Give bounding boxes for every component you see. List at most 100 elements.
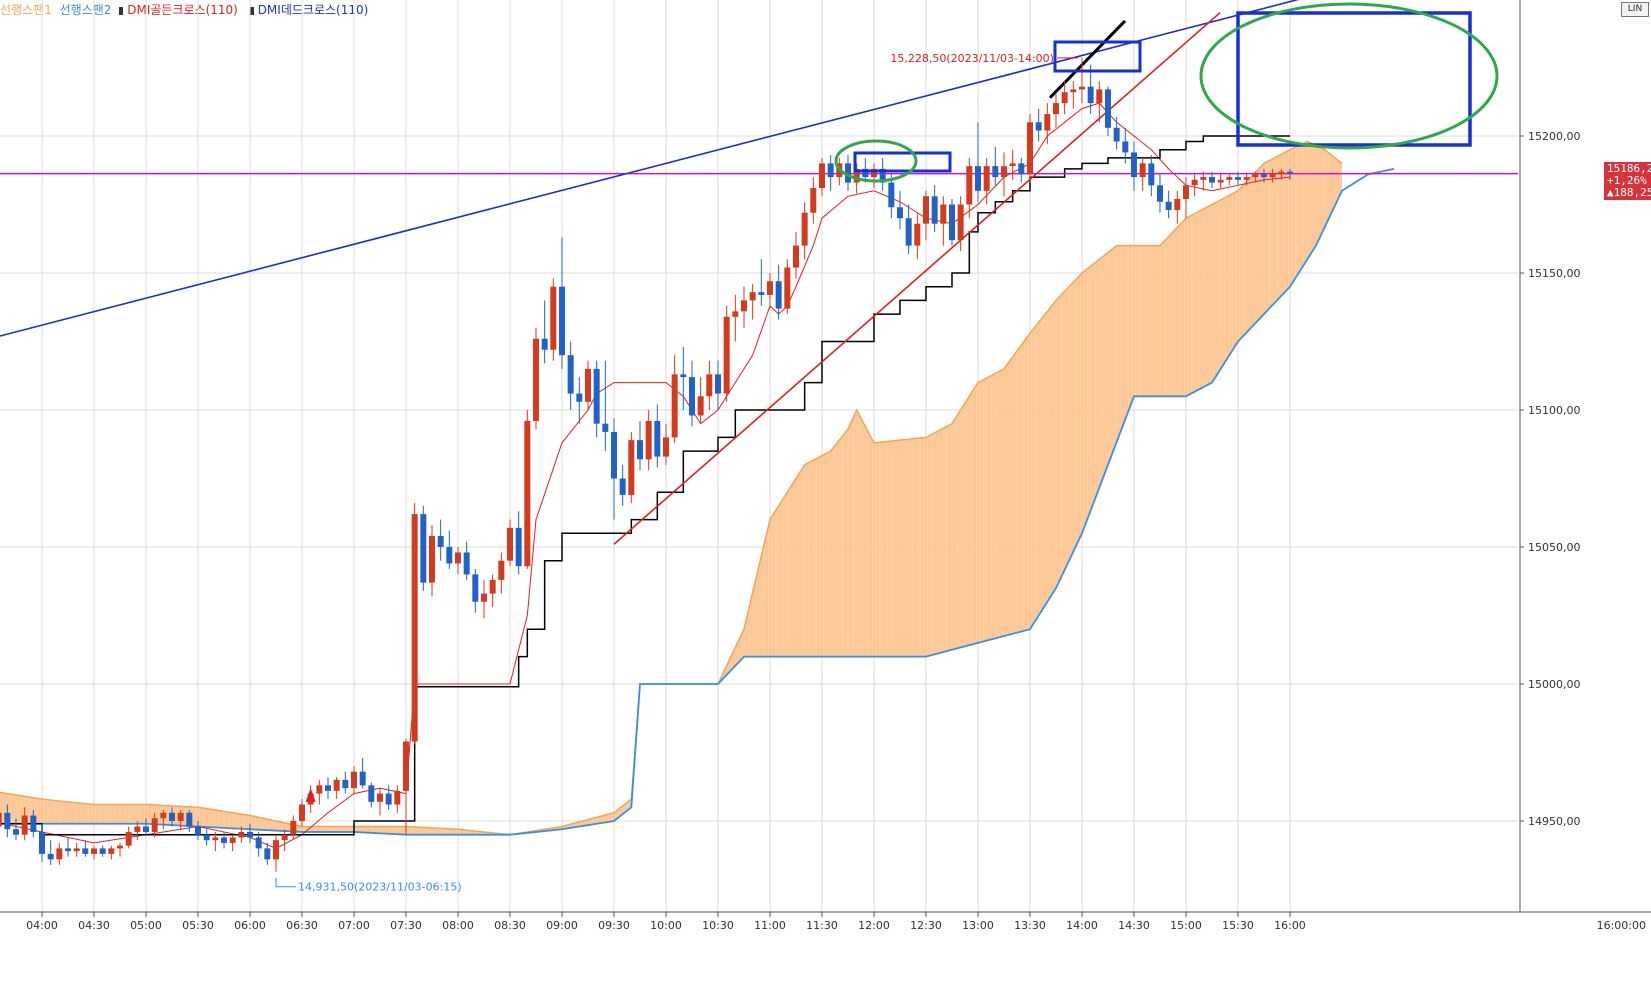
candle-body	[21, 815, 28, 835]
cloud-segment	[147, 804, 150, 824]
cloud-segment	[300, 826, 302, 832]
cloud-segment	[979, 380, 982, 643]
candle-body	[1278, 171, 1285, 175]
cloud-segment	[475, 831, 478, 835]
change-absolute: ▲188,25	[1607, 186, 1651, 199]
legend-span2[interactable]: 선행스팬2	[59, 3, 112, 17]
cloud-segment	[1049, 306, 1051, 600]
cloud-segment	[1328, 152, 1330, 221]
cloud-segment	[1123, 245, 1126, 424]
cloud-segment	[263, 818, 266, 831]
cloud-segment	[1185, 217, 1188, 397]
cloud-segment	[995, 372, 998, 639]
cloud-segment	[1222, 198, 1225, 367]
cloud-segment	[1144, 245, 1147, 397]
legend-dmi-golden[interactable]: DMI골든크로스(110)	[119, 3, 242, 17]
cloud-segment	[1033, 326, 1036, 624]
cloud-segment	[1059, 294, 1062, 581]
y-tick-label: 14950,00	[1528, 815, 1581, 828]
cloud-segment	[624, 803, 627, 813]
candle-body	[1104, 89, 1111, 128]
cloud-segment	[92, 804, 94, 824]
x-tick-label: 13:30	[1014, 919, 1046, 932]
cloud-segment	[899, 439, 902, 657]
cloud-segment	[1031, 328, 1034, 627]
cloud-segment	[132, 804, 134, 824]
cloud-segment	[385, 826, 387, 834]
cloud-segment	[1094, 262, 1096, 502]
cloud-segment	[359, 826, 361, 833]
cloud-segment	[1173, 229, 1176, 397]
cloud-segment	[1109, 249, 1112, 461]
cloud-segment	[204, 808, 207, 827]
cloud-segment	[593, 817, 595, 825]
cloud-segment	[584, 820, 587, 826]
candle-body	[82, 848, 89, 854]
candle-body	[749, 292, 756, 301]
cloud-segment	[1305, 141, 1308, 263]
candle-body	[697, 396, 704, 416]
current-price: 15186,25	[1607, 162, 1651, 175]
cloud-segment	[957, 412, 959, 649]
candle-body	[437, 536, 444, 547]
candle-body	[1113, 127, 1120, 142]
cloud-segment	[1009, 359, 1011, 635]
candle-body	[489, 579, 496, 594]
cloud-segment	[260, 817, 263, 830]
cloud-segment	[1319, 147, 1322, 239]
candle-body	[125, 831, 132, 846]
cloud-segment	[1258, 167, 1261, 320]
cloud-segment	[421, 827, 424, 835]
candle-body	[671, 374, 678, 438]
y-tick-label: 15200,00	[1528, 130, 1581, 143]
cloud-segment	[1227, 195, 1230, 358]
cloud-segment	[861, 419, 864, 657]
cloud-segment	[1191, 214, 1193, 394]
cloud-segment	[452, 828, 455, 835]
cloud-segment	[785, 492, 788, 657]
cloud-segment	[873, 442, 876, 657]
cloud-segment	[1177, 225, 1180, 397]
cloud-segment	[184, 806, 186, 826]
cloud-segment	[1151, 245, 1154, 397]
cloud-segment	[1069, 283, 1072, 559]
cloud-segment	[326, 826, 328, 832]
candle-body	[1174, 199, 1181, 210]
candle-body	[281, 834, 288, 841]
legend-span1[interactable]: 선행스팬1	[0, 3, 52, 17]
cloud-segment	[76, 802, 79, 824]
cloud-segment	[1215, 201, 1218, 378]
cloud-segment	[78, 802, 81, 824]
cloud-segment	[789, 486, 791, 657]
cloud-segment	[1298, 144, 1301, 273]
cloud-segment	[821, 454, 824, 657]
cloud-segment	[1002, 368, 1004, 637]
cloud-segment	[581, 821, 583, 827]
cloud-segment	[920, 437, 923, 657]
scale-mode-button[interactable]: LIN	[1621, 2, 1649, 17]
cloud-segment	[1052, 302, 1055, 594]
cloud-segment	[383, 826, 386, 834]
y-tick-label: 15100,00	[1528, 404, 1581, 417]
candle-body	[47, 853, 54, 860]
candle-body	[662, 437, 669, 457]
cloud-segment	[971, 390, 973, 645]
candle-body	[56, 848, 63, 860]
cloud-segment	[336, 826, 339, 832]
cloud-segment	[913, 438, 916, 657]
cloud-segment	[371, 826, 374, 833]
cloud-segment	[423, 827, 426, 835]
cloud-segment	[55, 800, 58, 824]
cloud-segment	[724, 665, 727, 677]
legend-dmi-dead[interactable]: DMI데드크로스(110)	[249, 3, 373, 17]
candle-body	[1096, 89, 1103, 104]
cloud-segment	[229, 812, 231, 829]
cloud-segment	[1080, 273, 1082, 537]
cloud-segment	[1315, 145, 1318, 246]
cloud-segment	[1106, 252, 1108, 470]
cloud-segment	[1158, 245, 1160, 397]
ichimoku-cloud	[0, 140, 1395, 836]
cloud-segment	[792, 481, 795, 657]
cloud-segment	[2, 792, 4, 824]
